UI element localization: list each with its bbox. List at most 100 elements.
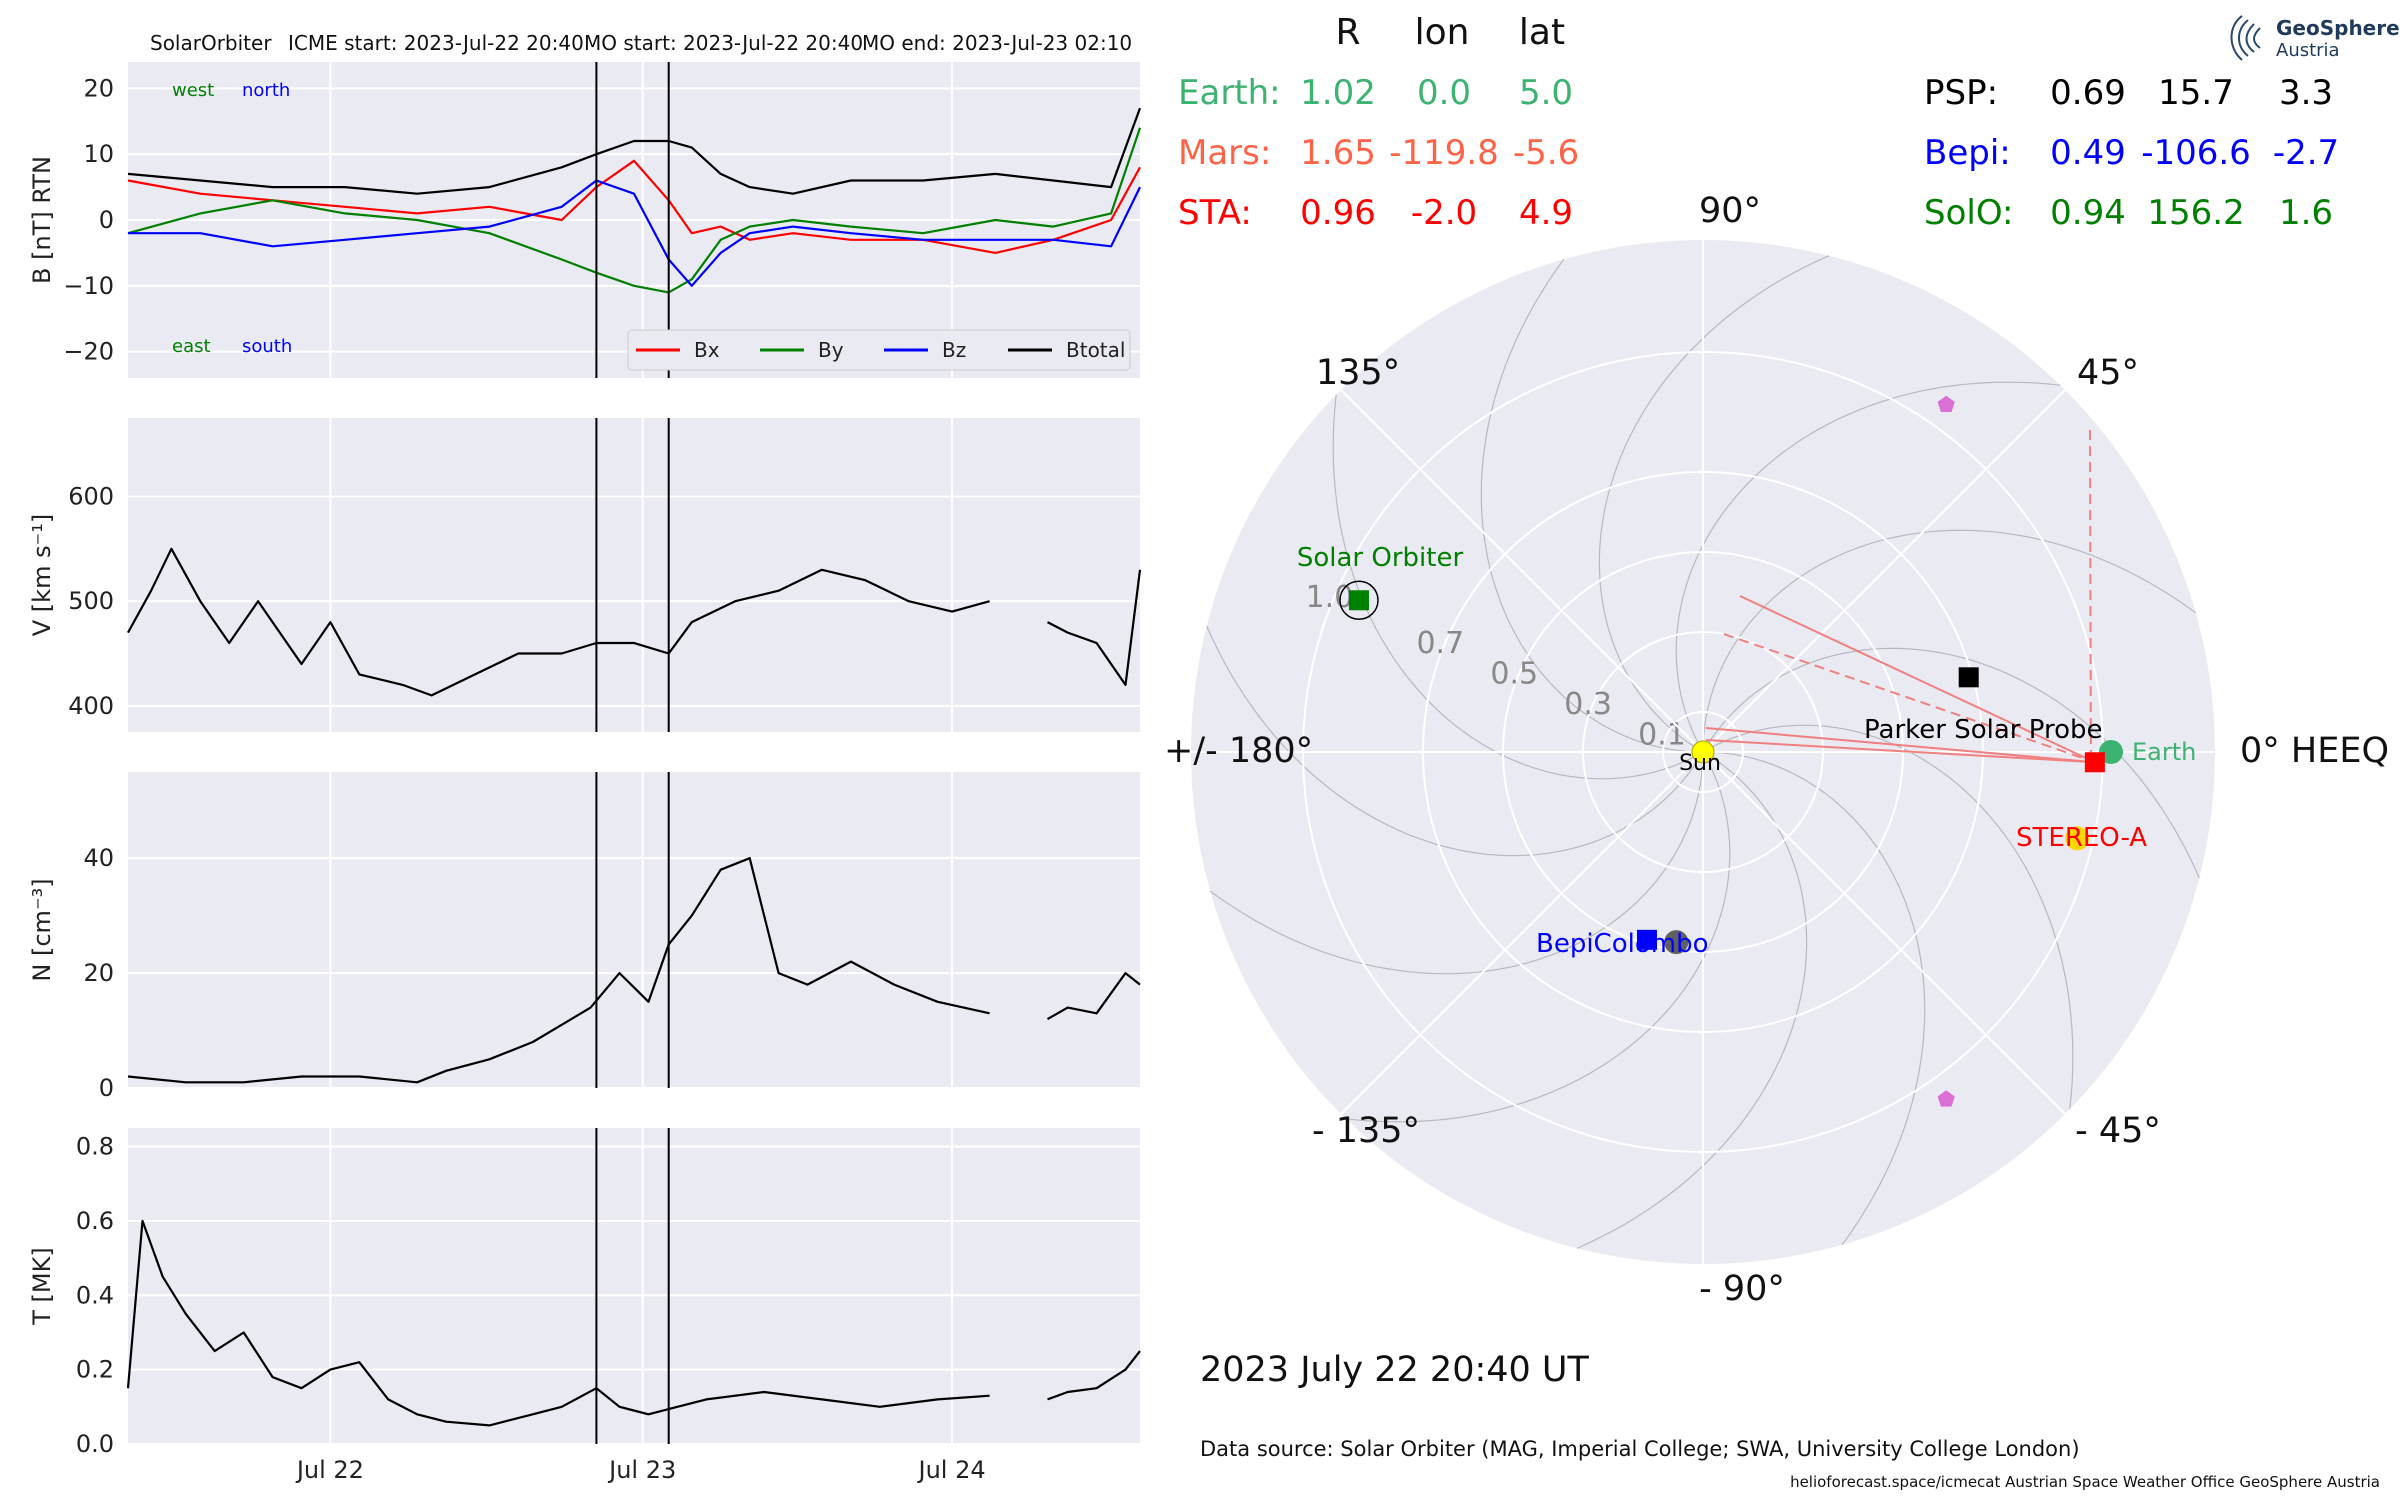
series-n <box>127 857 990 1084</box>
y-tick-label: 0.0 <box>76 1430 114 1458</box>
row-r: 0.49 <box>2050 133 2126 173</box>
parker-spiral <box>1598 255 1830 753</box>
position-table: R lon lat Earth: 1.02 0.0 5.0 Mars: 1.65 -119.… <box>1178 12 2339 233</box>
y-tick-label: 400 <box>68 692 114 720</box>
panel-background <box>128 772 1140 1088</box>
y-tick-label: 10 <box>83 140 114 168</box>
label-bepicolombo: BepiColombo <box>1536 929 1709 959</box>
parker-spiral <box>1576 751 1808 1249</box>
parker-spiral <box>1209 751 1704 975</box>
annotation-south: south <box>242 336 292 357</box>
icme-line-dashed <box>1723 633 2096 764</box>
row-r: 0.69 <box>2050 73 2126 113</box>
angle-label-minus135: - 135° <box>1312 1111 1420 1151</box>
time-series-panels: 20 10 0 −10 −20 B [nT] RTN west north east south B… <box>28 62 1142 1484</box>
y-tick-label: 600 <box>68 483 114 511</box>
parker-spiral <box>1345 751 1731 1123</box>
col-header-lat: lat <box>1519 12 1565 53</box>
angle-label-0: 0° HEEQ <box>2240 731 2389 771</box>
series-t <box>1047 1350 1141 1401</box>
panel-B: 20 10 0 −10 −20 B [nT] RTN west north east south B… <box>28 62 1142 378</box>
parker-spiral <box>1702 751 1926 1246</box>
parker-spirals <box>1206 255 2200 1249</box>
row-lon: -119.8 <box>1389 133 1499 173</box>
annotation-north: north <box>242 80 290 101</box>
row-name-earth: Earth: <box>1178 73 1281 113</box>
row-name-mars: Mars: <box>1178 133 1271 173</box>
row-lat: 4.9 <box>1519 193 1573 233</box>
spacecraft-name: SolarOrbiter <box>150 31 272 55</box>
orbit-polar-plot: 0.1 0.3 0.5 0.7 1.0 0° HEEQ 45° 90° 135° +/- 180°… <box>1164 191 2389 1309</box>
logo-mark-icon <box>2230 15 2261 61</box>
parker-spiral <box>1206 625 1704 857</box>
y-tick-label: 20 <box>83 74 114 102</box>
y-tick-label: −10 <box>63 272 114 300</box>
legend-label: Bx <box>694 338 720 362</box>
row-r: 1.65 <box>1300 133 1376 173</box>
row-r: 0.96 <box>1300 193 1376 233</box>
annotation-east: east <box>172 336 211 357</box>
angle-label-minus90: - 90° <box>1699 1269 1785 1309</box>
series-n <box>1046 971 1141 1021</box>
label-sun: Sun <box>1679 751 1721 776</box>
row-name-bepi: Bepi: <box>1924 133 2011 173</box>
solo-ring <box>1339 580 1379 621</box>
row-name-solo: SolO: <box>1924 193 2013 233</box>
orbit-objects <box>1339 395 2123 1107</box>
row-lat: 5.0 <box>1519 73 1573 113</box>
marker-mars <box>1664 930 1689 955</box>
y-tick-label: 40 <box>83 844 114 872</box>
col-header-r: R <box>1335 12 1360 53</box>
data-source: Data source: Solar Orbiter (MAG, Imperia… <box>1200 1437 2080 1461</box>
legend-label: Bz <box>942 338 966 362</box>
y-axis-label: B [nT] RTN <box>28 156 56 284</box>
series-bz <box>128 179 1141 287</box>
row-lon: 15.7 <box>2158 73 2234 113</box>
marker-sun <box>1691 740 1715 764</box>
x-tick-label: Jul 23 <box>607 1456 676 1484</box>
r-tick-label: 0.7 <box>1416 626 1464 661</box>
marker-solar-orbiter <box>1348 590 1369 611</box>
panel-T: 0.8 0.6 0.4 0.2 0.0 T [MK] Jul 22 Jul 23 Jul 24 <box>28 1128 1141 1484</box>
parker-spiral <box>1702 529 2197 753</box>
marker-pentagon-south <box>1937 1090 1955 1107</box>
marker-stereo-a <box>2065 826 2090 851</box>
icme-line <box>1705 727 2095 764</box>
r-tick-label: 0.1 <box>1638 718 1686 753</box>
row-name-sta: STA: <box>1178 193 1252 233</box>
icme-line <box>1705 739 2095 764</box>
y-tick-label: 0 <box>99 1074 114 1102</box>
label-solar-orbiter: Solar Orbiter <box>1297 543 1464 573</box>
label-psp: Parker Solar Probe <box>1864 715 2102 745</box>
marker-icme <box>2084 752 2105 773</box>
y-tick-label: 0.8 <box>76 1133 114 1161</box>
marker-pentagon-north <box>1937 395 1955 412</box>
y-tick-label: 500 <box>68 587 114 615</box>
panel-V: 600 500 400 V [km s⁻¹] <box>28 418 1142 732</box>
series-btotal <box>127 107 1142 195</box>
y-axis-label: V [km s⁻¹] <box>28 514 56 636</box>
y-axis-label: N [cm⁻³] <box>28 878 56 981</box>
logo-line2: Austria <box>2276 40 2340 61</box>
x-tick-label: Jul 24 <box>916 1456 985 1484</box>
angle-grid-line <box>1340 751 1704 1115</box>
credits: helioforecast.space/icmecat Austrian Spa… <box>1790 1473 2380 1491</box>
parker-spiral <box>1675 381 2061 753</box>
row-lat: -5.6 <box>1513 133 1579 173</box>
legend-label: By <box>818 338 844 362</box>
row-lon: -2.0 <box>1411 193 1477 233</box>
angle-grid-line <box>1702 389 2066 753</box>
y-axis-label: T [MK] <box>28 1247 56 1325</box>
geosphere-logo: GeoSphere Austria <box>2224 8 2400 68</box>
panel-N: 40 20 0 N [cm⁻³] <box>28 772 1141 1102</box>
series-by <box>127 127 1142 294</box>
angle-grid-line <box>1702 751 2066 1115</box>
angle-label-180: +/- 180° <box>1164 731 1313 771</box>
col-header-lon: lon <box>1415 12 1470 53</box>
row-lat: 3.3 <box>2279 73 2333 113</box>
panel-background <box>128 418 1140 732</box>
label-stereo-a: STEREO-A <box>2016 823 2147 853</box>
panel-background <box>128 1128 1140 1444</box>
mo-start: MO start: 2023-Jul-22 20:40 <box>584 31 863 55</box>
